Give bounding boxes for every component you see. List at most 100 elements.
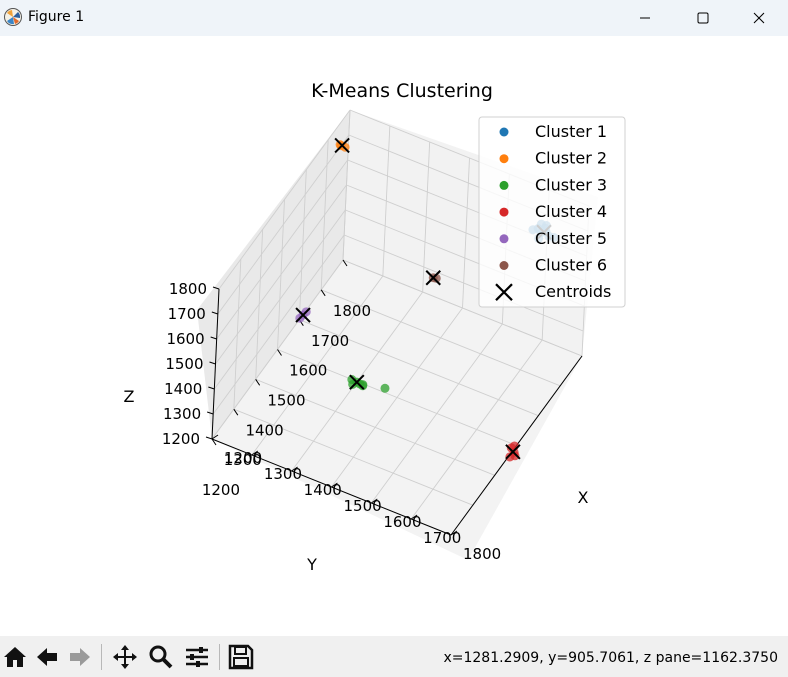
pan-button[interactable] xyxy=(110,642,140,672)
grid-line xyxy=(216,159,349,340)
z-tick xyxy=(210,336,217,340)
x-tick xyxy=(371,498,378,504)
back-button[interactable] xyxy=(32,642,62,672)
data-point xyxy=(348,379,358,389)
x-tick-label: 1400 xyxy=(304,481,342,499)
legend-label: Cluster 6 xyxy=(535,256,607,275)
centroid-stroke xyxy=(349,374,365,390)
x-tick-label: 1300 xyxy=(264,465,302,483)
pan-icon xyxy=(113,645,137,669)
legend-label: Cluster 1 xyxy=(535,122,607,141)
z-tick-label: 1400 xyxy=(164,380,202,398)
z-tick xyxy=(205,436,213,440)
y-tick-label: 1600 xyxy=(289,362,327,380)
x-tick xyxy=(211,434,219,440)
legend-label: Cluster 5 xyxy=(535,229,607,248)
toolbar-separator xyxy=(219,644,220,670)
close-icon xyxy=(753,12,765,24)
grid-line xyxy=(277,349,517,446)
minimize-icon xyxy=(640,17,650,19)
tick-labels: 1200130014001500160017001800120013001400… xyxy=(162,259,501,563)
y-tick-label: 1500 xyxy=(267,392,305,410)
legend-label: Cluster 3 xyxy=(535,175,607,194)
window-titlebar: Figure 1 xyxy=(0,0,788,36)
chart-title: K-Means Clustering xyxy=(311,80,493,102)
y-tick xyxy=(211,438,217,446)
centroid-marker xyxy=(505,444,521,460)
legend-marker xyxy=(499,180,509,190)
y-tick xyxy=(233,408,239,416)
grid-line xyxy=(343,234,584,332)
data-point xyxy=(505,452,515,462)
maximize-icon xyxy=(697,12,709,24)
legend-marker xyxy=(499,261,509,270)
x-tick-label: 1800 xyxy=(463,545,501,563)
y-axis-label: Y xyxy=(306,555,317,574)
legend-item: Cluster 3 xyxy=(499,175,607,194)
z-tick xyxy=(211,311,218,315)
figure-canvas[interactable]: 1200 1300 1400 1500 1600 1700 1800 1200 1300 1400… xyxy=(0,36,788,636)
centroid-marker xyxy=(334,137,350,154)
maximize-button[interactable] xyxy=(674,0,732,36)
window-title: Figure 1 xyxy=(28,9,85,25)
grid-line xyxy=(342,259,583,357)
grid-line xyxy=(255,378,495,476)
x-tick xyxy=(410,514,418,520)
configure-subplots-button[interactable] xyxy=(182,642,212,672)
home-button[interactable] xyxy=(0,642,30,672)
close-button[interactable] xyxy=(730,0,788,36)
forward-icon xyxy=(70,648,90,666)
legend-marker xyxy=(499,154,509,164)
z-tick-label: 1800 xyxy=(169,280,207,298)
grid-line xyxy=(215,184,347,365)
matplotlib-icon xyxy=(4,8,22,26)
centroid-marker xyxy=(425,270,441,286)
legend-item: Cluster 6 xyxy=(499,256,607,275)
forward-button[interactable] xyxy=(65,642,95,672)
centroid-marker xyxy=(295,307,311,323)
y-tick-label: 1400 xyxy=(245,421,283,439)
legend-label: Centroids xyxy=(535,282,611,301)
minimize-button[interactable] xyxy=(616,0,674,36)
y-tick xyxy=(277,349,282,356)
legend-marker xyxy=(499,127,509,137)
legend: Cluster 1 Cluster 2 Cluster 3 Cluster 4 Clus… xyxy=(478,116,626,308)
x-tick-label: 1200 xyxy=(224,449,262,467)
save-button[interactable] xyxy=(226,642,256,672)
plot-3d[interactable]: 1200130014001500160017001800120013001400… xyxy=(0,36,788,636)
legend-marker xyxy=(495,283,513,301)
z-tick-label: 1600 xyxy=(166,330,204,348)
grid-line xyxy=(213,209,346,390)
toolbar-separator xyxy=(101,644,102,670)
zoom-icon xyxy=(149,645,173,669)
centroid-stroke xyxy=(505,444,521,460)
z-tick-label: 1300 xyxy=(163,405,201,423)
z-tick-label: 1200 xyxy=(162,430,200,448)
legend-label: Cluster 2 xyxy=(535,149,607,168)
centroid-marker xyxy=(349,374,365,390)
y-tick-label: 1300 xyxy=(224,451,262,469)
x-tick xyxy=(450,530,458,536)
legend-item: Centroids xyxy=(495,282,611,301)
home-icon xyxy=(4,647,26,667)
z-tick xyxy=(208,386,215,390)
zoom-button[interactable] xyxy=(146,642,176,672)
x-axis-label: X xyxy=(578,488,589,507)
legend-marker xyxy=(499,234,509,244)
grid-line xyxy=(218,109,351,290)
z-tick xyxy=(209,361,216,365)
y-tick xyxy=(342,259,348,267)
z-tick xyxy=(207,411,214,415)
y-tick xyxy=(320,289,326,297)
pane-floor xyxy=(212,260,582,560)
cursor-coordinates: x=1281.2909, y=905.7061, z pane=1162.375… xyxy=(443,650,778,666)
centroid-stroke xyxy=(295,307,311,323)
x-tick xyxy=(331,482,338,488)
legend-item: Cluster 1 xyxy=(499,122,607,141)
y-tick-label: 1700 xyxy=(311,332,349,350)
navigation-toolbar: x=1281.2909, y=905.7061, z pane=1162.375… xyxy=(0,636,788,677)
x-tick xyxy=(251,450,259,456)
z-tick-label: 1500 xyxy=(165,355,203,373)
grid-line xyxy=(320,289,561,387)
legend-item: Cluster 2 xyxy=(499,149,607,168)
